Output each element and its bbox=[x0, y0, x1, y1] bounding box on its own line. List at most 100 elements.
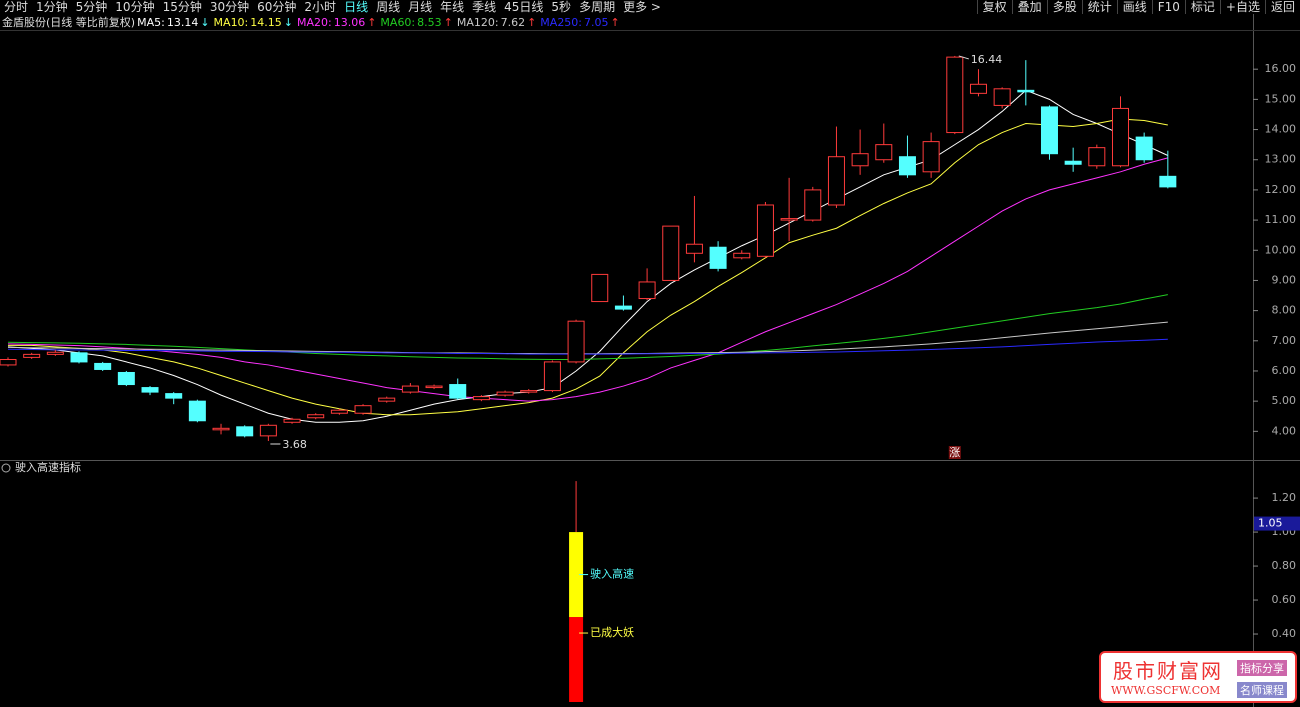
legend-name: MA20: bbox=[296, 16, 332, 29]
period-button[interactable]: 更多 > bbox=[623, 0, 661, 14]
candle-body bbox=[330, 409, 348, 414]
candle-body bbox=[165, 393, 183, 399]
current-value-box bbox=[1254, 516, 1300, 531]
period-button[interactable]: 30分钟 bbox=[209, 0, 250, 14]
legend-trend: ↓ bbox=[283, 16, 293, 29]
candle-body bbox=[780, 218, 798, 221]
period-button[interactable]: 周线 bbox=[376, 0, 401, 14]
indicator-bar bbox=[569, 617, 584, 702]
tool-button[interactable]: 画线 bbox=[1116, 0, 1152, 14]
y-tick-label: 0.60 bbox=[1272, 593, 1297, 606]
ma-line bbox=[7, 89, 1169, 423]
tool-button[interactable]: 标记 bbox=[1184, 0, 1220, 14]
period-button[interactable]: 年线 bbox=[440, 0, 465, 14]
tool-button[interactable]: 多股 bbox=[1046, 0, 1082, 14]
period-button[interactable]: 日线 bbox=[344, 0, 369, 14]
y-tick-label: 7.00 bbox=[1272, 334, 1297, 347]
legend-entry: MA120: 7.62 ↑ bbox=[457, 16, 538, 29]
candle-body bbox=[756, 204, 774, 257]
legend-value: 7.62 bbox=[500, 16, 526, 29]
y-tick-label: 0.40 bbox=[1272, 627, 1297, 640]
period-button[interactable]: 1分钟 bbox=[36, 0, 68, 14]
candle-body bbox=[1017, 89, 1035, 93]
y-tick-label: 0.80 bbox=[1272, 559, 1297, 572]
legend-entry: MA5: 13.14 ↓ bbox=[137, 16, 211, 29]
candle-body bbox=[378, 397, 396, 402]
y-tick-label: 12.00 bbox=[1265, 183, 1297, 196]
indicator-label: 已成大妖 bbox=[590, 625, 634, 639]
candle-body bbox=[543, 361, 561, 392]
legend-entry: MA60: 8.53 ↑ bbox=[380, 16, 454, 29]
candle-body bbox=[236, 426, 254, 437]
tool-button[interactable]: 返回 bbox=[1264, 0, 1300, 14]
candle-body bbox=[993, 88, 1011, 106]
candle-body bbox=[922, 141, 940, 173]
candle-body bbox=[401, 385, 419, 393]
legend-name: MA10: bbox=[213, 16, 249, 29]
legend-entry: MA20: 13.06 ↑ bbox=[297, 16, 378, 29]
legend-name: MA250: bbox=[540, 16, 583, 29]
legend-value: 8.53 bbox=[417, 16, 442, 29]
indicator-label: 驶入高速 bbox=[590, 567, 634, 581]
candle-body bbox=[685, 243, 703, 254]
watermark: 股市财富网 WWW.GSCFW.COM 指标分享 名师课程 bbox=[1099, 651, 1297, 703]
candle-body bbox=[425, 385, 443, 389]
candle-body bbox=[46, 351, 64, 355]
candle-body bbox=[259, 424, 277, 437]
tool-button[interactable]: F10 bbox=[1151, 0, 1185, 14]
candle-body bbox=[614, 305, 632, 310]
period-button[interactable]: 季线 bbox=[472, 0, 497, 14]
candle-body bbox=[472, 396, 490, 401]
y-tick-label: 6.00 bbox=[1272, 364, 1297, 377]
candle-body bbox=[0, 359, 17, 366]
ma-line bbox=[7, 157, 1168, 402]
legend-entry: MA10: 14.15 ↓ bbox=[214, 16, 295, 29]
pane-title: 驶入高速指标 bbox=[15, 460, 81, 474]
legend-value: 14.15 bbox=[250, 16, 282, 29]
ma-line bbox=[8, 118, 1168, 416]
tool-button[interactable]: 叠加 bbox=[1011, 0, 1047, 14]
legend-value: 13.14 bbox=[166, 16, 199, 29]
y-tick-label: 14.00 bbox=[1265, 123, 1297, 136]
candle-body bbox=[875, 144, 893, 161]
candle-body bbox=[969, 83, 987, 94]
candle-body bbox=[520, 390, 538, 393]
candle-body bbox=[94, 362, 112, 370]
period-button[interactable]: 10分钟 bbox=[115, 0, 155, 14]
candle-body bbox=[188, 400, 206, 422]
period-button[interactable]: 月线 bbox=[408, 0, 433, 14]
y-tick-label: 1.20 bbox=[1272, 491, 1297, 504]
legend-trend: ↓ bbox=[200, 16, 210, 29]
period-button[interactable]: 60分钟 bbox=[257, 0, 297, 14]
period-button[interactable]: 5分钟 bbox=[75, 0, 108, 14]
period-button[interactable]: 多周期 bbox=[579, 0, 616, 14]
ma-line bbox=[7, 338, 1168, 355]
min-label: 3.68 bbox=[282, 438, 307, 451]
candle-body bbox=[567, 320, 585, 363]
candle-body bbox=[1135, 136, 1153, 161]
tool-button[interactable]: 复权 bbox=[976, 0, 1012, 14]
legend-trend: ↑ bbox=[610, 16, 620, 29]
period-button[interactable]: 分时 bbox=[4, 0, 29, 14]
period-button[interactable]: 45日线 bbox=[504, 0, 544, 14]
period-button[interactable]: 2小时 bbox=[304, 0, 337, 14]
candle-body bbox=[804, 189, 822, 221]
indicator-bar bbox=[569, 532, 584, 618]
candle-body bbox=[283, 418, 301, 423]
y-tick-label: 8.00 bbox=[1272, 304, 1297, 317]
candle-body bbox=[1040, 106, 1058, 155]
tool-button[interactable]: 统计 bbox=[1081, 0, 1117, 14]
tool-button[interactable]: +自选 bbox=[1219, 0, 1265, 14]
candle-body bbox=[851, 153, 869, 167]
candle-body bbox=[827, 156, 845, 206]
legend-value: 13.06 bbox=[333, 16, 366, 29]
period-button[interactable]: 5秒 bbox=[551, 0, 572, 14]
annotation: 涨 bbox=[949, 446, 960, 459]
y-tick-label: 5.00 bbox=[1272, 394, 1297, 407]
candle-body bbox=[1088, 147, 1106, 167]
period-button[interactable]: 15分钟 bbox=[162, 0, 202, 14]
watermark-tag: 指标分享 bbox=[1237, 660, 1287, 676]
candle-body bbox=[496, 391, 514, 396]
toolbar: 分时 1分钟 5分钟 10分钟 15分钟 30分钟 60分钟 2小时 日线 周线 月线 年线 季线 45日… bbox=[0, 0, 1300, 14]
